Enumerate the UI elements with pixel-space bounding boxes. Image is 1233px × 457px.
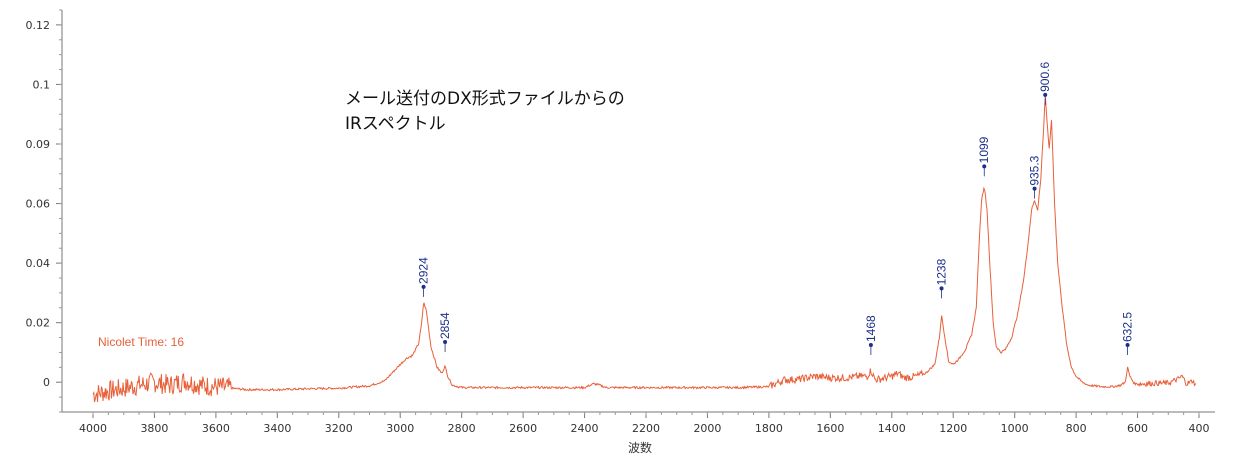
x-tick-label: 1000 — [1001, 422, 1029, 435]
peak-label: 935.3 — [1028, 155, 1042, 185]
x-tick-label: 1400 — [878, 422, 906, 435]
x-tick-label: 2000 — [693, 422, 721, 435]
x-axis: 4000 3800 3600 3400 3200 3000 2800 2600 2400 2200… — [79, 412, 1210, 435]
y-tick-label: 0.12 — [26, 19, 51, 32]
series-layer — [92, 97, 1197, 403]
peak-labels: 2924 2854 1468 1238 1099 935.3 900.6 632.5 — [417, 62, 1135, 355]
y-tick-label: 0 — [43, 376, 50, 389]
peak-label: 1099 — [977, 136, 991, 163]
annotation-line-1: メール送付のDX形式ファイルからの — [345, 89, 625, 109]
x-tick-label: 4000 — [79, 422, 107, 435]
y-tick-label: 0.1 — [33, 78, 51, 91]
peak-label: 1238 — [935, 258, 949, 285]
peak-label: 2854 — [438, 312, 452, 339]
x-tick-label: 2200 — [632, 422, 660, 435]
y-tick-label: 0.09 — [26, 138, 51, 151]
x-tick-label: 1200 — [939, 422, 967, 435]
x-tick-label: 3200 — [325, 422, 353, 435]
x-tick-label: 600 — [1127, 422, 1148, 435]
x-tick-label: 800 — [1066, 422, 1087, 435]
x-tick-label: 1800 — [755, 422, 783, 435]
annotation-text: メール送付のDX形式ファイルからの IRスペクトル — [345, 89, 625, 134]
x-tick-label: 3800 — [140, 422, 168, 435]
y-axis: 0 0.02 0.04 0.06 0.09 0.1 0.12 — [26, 9, 62, 413]
x-tick-label: 400 — [1189, 422, 1210, 435]
x-tick-label: 3400 — [263, 422, 291, 435]
peak-label: 900.6 — [1038, 62, 1052, 92]
y-tick-label: 0.04 — [26, 257, 51, 270]
peak-label: 2924 — [417, 257, 431, 284]
axes-frame — [61, 10, 1215, 413]
peak-label: 1468 — [864, 315, 878, 342]
y-tick-label: 0.02 — [26, 317, 51, 330]
spectrum-line — [92, 97, 1197, 403]
peak-label: 632.5 — [1121, 312, 1135, 342]
x-tick-label: 2800 — [448, 422, 476, 435]
x-tick-label: 3000 — [386, 422, 414, 435]
legend-entry: Nicolet Time: 16 — [98, 335, 184, 349]
annotation-line-2: IRスペクトル — [345, 114, 446, 134]
x-tick-label: 1600 — [816, 422, 844, 435]
x-axis-label: 波数 — [628, 440, 652, 455]
y-tick-label: 0.06 — [26, 198, 51, 211]
x-tick-label: 3600 — [202, 422, 230, 435]
x-tick-label: 2600 — [509, 422, 537, 435]
x-tick-label: 2400 — [571, 422, 599, 435]
